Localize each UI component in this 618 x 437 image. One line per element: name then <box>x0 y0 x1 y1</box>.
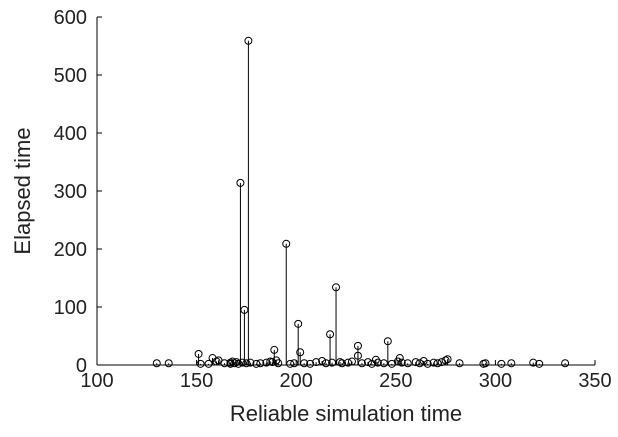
x-tick-label: 250 <box>379 370 412 392</box>
marker <box>318 356 327 365</box>
marker <box>274 359 283 368</box>
x-axis-label: Reliable simulation time <box>230 401 462 426</box>
marker <box>397 358 406 367</box>
marker <box>152 359 161 368</box>
marker <box>455 359 464 368</box>
x-tick-label: 100 <box>80 370 113 392</box>
marker <box>246 358 255 367</box>
marker <box>419 356 428 365</box>
marker <box>481 359 490 368</box>
marker <box>230 359 239 368</box>
marker <box>244 36 253 45</box>
x-tick-label: 150 <box>180 370 213 392</box>
marker <box>296 348 305 357</box>
marker <box>220 359 229 368</box>
marker <box>423 359 432 368</box>
marker <box>326 330 335 339</box>
marker <box>236 178 245 187</box>
x-tick-label: 300 <box>479 370 512 392</box>
marker <box>256 359 265 368</box>
marker <box>529 358 538 367</box>
marker <box>212 357 221 366</box>
marker <box>411 358 420 367</box>
marker <box>347 357 356 366</box>
marker <box>395 354 404 363</box>
marker <box>373 358 382 367</box>
marker <box>383 337 392 346</box>
marker <box>429 358 438 367</box>
x-tick-label: 350 <box>578 370 611 392</box>
marker <box>282 239 291 248</box>
marker <box>443 355 452 364</box>
marker <box>338 359 347 368</box>
y-tick-label: 500 <box>54 65 87 87</box>
marker <box>294 319 303 328</box>
marker <box>270 345 279 354</box>
marker <box>561 359 570 368</box>
marker <box>306 359 315 368</box>
marker <box>441 356 450 365</box>
marker <box>363 358 372 367</box>
y-tick-label: 300 <box>54 181 87 203</box>
marker <box>164 359 173 368</box>
marker <box>196 359 205 368</box>
x-tick-label: 200 <box>280 370 313 392</box>
marker <box>535 359 544 368</box>
y-axis-label: Elapsed time <box>10 127 35 254</box>
marker <box>357 359 366 368</box>
y-tick-label: 100 <box>54 297 87 319</box>
marker <box>194 349 203 358</box>
marker <box>332 283 341 292</box>
marker <box>353 351 362 360</box>
marker <box>507 359 516 368</box>
y-tick-label: 200 <box>54 239 87 261</box>
marker <box>300 359 309 368</box>
marker <box>353 341 362 350</box>
y-tick-label: 600 <box>54 7 87 29</box>
marker <box>403 359 412 368</box>
y-tick-label: 400 <box>54 123 87 145</box>
y-tick-label: 0 <box>76 355 87 377</box>
marker <box>497 359 506 368</box>
marker <box>238 358 247 367</box>
marker <box>312 358 321 367</box>
marker <box>336 358 345 367</box>
